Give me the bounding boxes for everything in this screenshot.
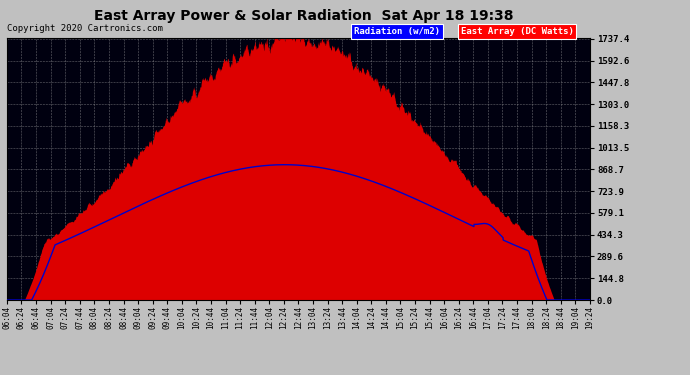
Text: Copyright 2020 Cartronics.com: Copyright 2020 Cartronics.com	[7, 24, 163, 33]
Text: Radiation (w/m2): Radiation (w/m2)	[354, 27, 440, 36]
Text: East Array (DC Watts): East Array (DC Watts)	[460, 27, 573, 36]
Text: East Array Power & Solar Radiation  Sat Apr 18 19:38: East Array Power & Solar Radiation Sat A…	[94, 9, 513, 23]
